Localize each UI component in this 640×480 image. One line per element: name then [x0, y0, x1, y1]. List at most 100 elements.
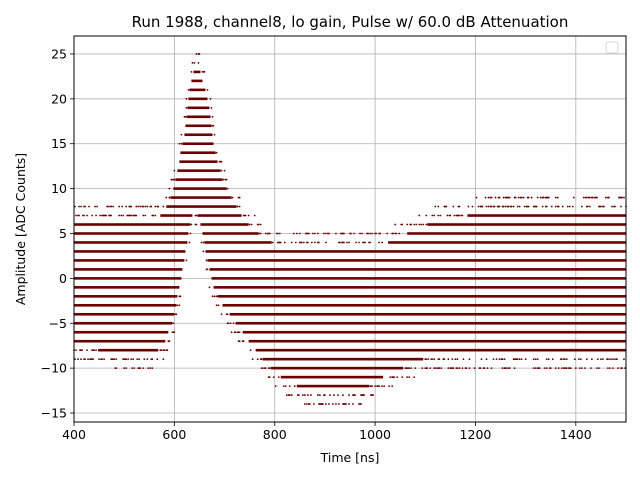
data-point	[480, 358, 483, 361]
data-point	[231, 196, 234, 199]
data-point	[425, 358, 428, 361]
data-point	[310, 241, 313, 244]
point-band	[74, 330, 169, 334]
data-point	[328, 403, 330, 405]
data-point	[578, 367, 581, 370]
data-point	[86, 349, 88, 352]
point-band	[189, 88, 206, 92]
data-point	[541, 205, 544, 208]
data-point	[83, 214, 85, 217]
data-point	[456, 367, 459, 370]
data-point	[557, 367, 560, 370]
point-band	[74, 295, 178, 298]
data-point	[162, 205, 165, 208]
point-band	[187, 106, 210, 110]
data-point	[198, 53, 201, 55]
y-tick-label: 5	[59, 226, 67, 241]
data-point	[226, 187, 229, 190]
data-point	[545, 205, 548, 208]
data-point	[146, 205, 149, 208]
data-point	[324, 394, 326, 396]
data-point	[323, 232, 325, 235]
data-point	[471, 205, 474, 208]
data-point	[84, 358, 86, 361]
data-point	[223, 169, 226, 172]
data-point	[532, 358, 535, 361]
data-point	[468, 358, 471, 361]
data-point	[359, 232, 361, 235]
data-point	[168, 340, 171, 343]
data-point	[408, 376, 411, 379]
y-tick-label: 25	[51, 46, 67, 61]
data-point	[542, 196, 545, 199]
data-point	[152, 214, 155, 217]
data-point	[166, 349, 169, 352]
data-point	[458, 367, 461, 370]
data-point	[238, 205, 241, 208]
data-point	[328, 232, 330, 235]
data-point	[302, 241, 305, 244]
data-point	[536, 196, 539, 199]
data-point	[522, 196, 525, 199]
data-point	[317, 241, 320, 244]
data-point	[353, 232, 355, 235]
data-point	[297, 394, 300, 396]
data-point	[369, 241, 371, 244]
data-point	[439, 214, 442, 217]
data-point	[492, 358, 495, 361]
data-point	[103, 358, 106, 361]
data-point	[185, 259, 188, 262]
data-point	[329, 394, 331, 396]
data-point	[452, 367, 455, 370]
data-point	[75, 349, 77, 352]
data-point	[360, 403, 362, 405]
data-point	[422, 223, 425, 226]
data-point	[226, 313, 229, 316]
data-point	[122, 214, 125, 217]
data-point	[501, 358, 504, 361]
data-point	[504, 205, 507, 208]
data-point	[565, 358, 568, 361]
data-point	[527, 196, 530, 199]
point-band	[242, 330, 627, 334]
point-band	[207, 259, 626, 262]
data-point	[418, 214, 421, 217]
data-point	[156, 358, 159, 361]
data-points	[73, 53, 627, 405]
data-point	[94, 205, 96, 208]
data-point	[168, 187, 171, 190]
data-point	[118, 214, 121, 217]
data-point	[81, 349, 83, 352]
data-point	[215, 295, 218, 298]
data-point	[585, 358, 588, 361]
data-point	[123, 367, 126, 370]
data-point	[185, 106, 188, 109]
data-point	[301, 394, 304, 396]
y-tick-label: −5	[49, 316, 67, 331]
data-point	[202, 250, 205, 253]
data-point	[229, 322, 232, 325]
x-tick-label: 1400	[560, 427, 592, 442]
data-point	[142, 214, 145, 217]
data-point	[621, 367, 623, 370]
point-band	[211, 277, 627, 280]
data-point	[545, 358, 548, 361]
data-point	[621, 196, 623, 199]
data-point	[572, 196, 575, 199]
data-point	[579, 358, 582, 361]
data-point	[130, 214, 133, 217]
data-point	[306, 241, 309, 244]
data-point	[333, 394, 335, 396]
data-point	[493, 205, 496, 208]
data-point	[600, 358, 602, 361]
data-point	[215, 304, 218, 307]
data-point	[115, 358, 118, 361]
data-point	[413, 376, 416, 379]
data-point	[146, 358, 149, 361]
data-point	[348, 394, 350, 396]
data-point	[375, 232, 377, 235]
point-band	[388, 241, 626, 244]
point-band	[180, 151, 216, 154]
data-point	[125, 358, 128, 361]
data-point	[230, 331, 233, 334]
